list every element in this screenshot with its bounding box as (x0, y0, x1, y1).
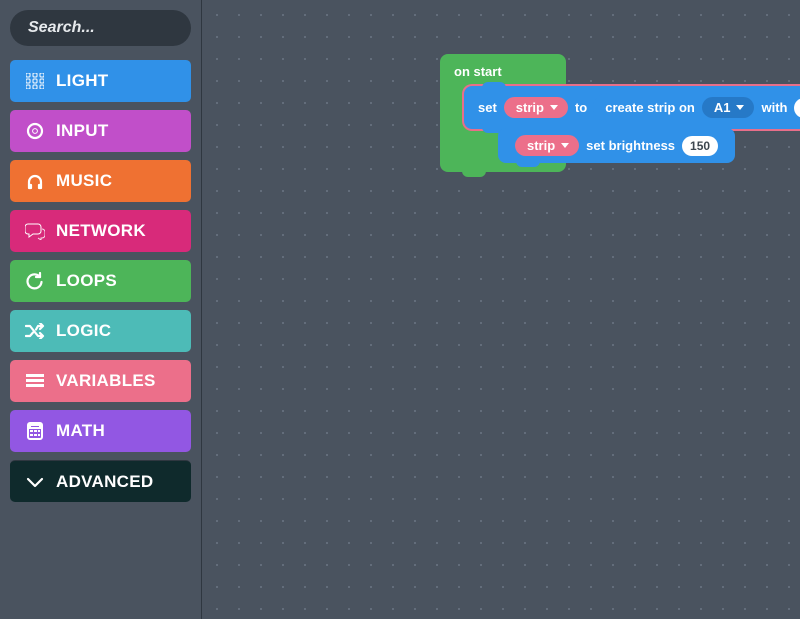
reporter-block[interactable]: create strip onA1with20pixels (593, 93, 800, 122)
stack-block-set_strip[interactable]: setstriptocreate strip onA1with20pixels (464, 86, 800, 129)
sidebar-item-input[interactable]: INPUT (10, 110, 191, 152)
sidebar-item-logic[interactable]: LOGIC (10, 310, 191, 352)
sidebar-item-advanced[interactable]: ADVANCED (10, 460, 191, 502)
search-box[interactable] (10, 10, 191, 46)
grid-icon (24, 71, 46, 91)
list-icon (24, 371, 46, 391)
hat-label: on start (454, 64, 552, 79)
block-text: set brightness (586, 138, 675, 153)
sidebar-item-label: INPUT (56, 121, 109, 141)
sidebar-item-label: NETWORK (56, 221, 146, 241)
caret-down-icon (736, 105, 744, 110)
calculator-icon (24, 421, 46, 441)
number-input[interactable]: 20 (794, 98, 800, 118)
block-text: to (575, 100, 587, 115)
sidebar-item-label: VARIABLES (56, 371, 156, 391)
sidebar-item-label: LOOPS (56, 271, 117, 291)
target-icon (24, 121, 46, 141)
stack-block-set_brightness[interactable]: strip set brightness 150 (498, 128, 735, 163)
shuffle-icon (24, 321, 46, 341)
blocks-workspace[interactable]: on start setstriptocreate strip onA1with… (202, 0, 800, 619)
sidebar-item-label: ADVANCED (56, 472, 153, 492)
sidebar-item-variables[interactable]: VARIABLES (10, 360, 191, 402)
pin-dropdown[interactable]: A1 (702, 97, 755, 118)
number-input[interactable]: 150 (682, 136, 718, 156)
sidebar-item-music[interactable]: MUSIC (10, 160, 191, 202)
refresh-icon (24, 271, 46, 291)
sidebar-item-label: LOGIC (56, 321, 111, 341)
sidebar-item-loops[interactable]: LOOPS (10, 260, 191, 302)
variable-dropdown[interactable]: strip (504, 97, 568, 118)
sidebar-item-math[interactable]: MATH (10, 410, 191, 452)
chevron-down-icon (24, 472, 46, 492)
block-text: set (478, 100, 497, 115)
category-sidebar: LIGHT INPUT MUSIC NETWORK LOOPS LOGIC VARIABLE… (0, 0, 202, 619)
block-text: create strip on (605, 100, 695, 115)
caret-down-icon (550, 105, 558, 110)
caret-down-icon (561, 143, 569, 148)
sidebar-item-label: MATH (56, 421, 105, 441)
sidebar-item-network[interactable]: NETWORK (10, 210, 191, 252)
sidebar-item-light[interactable]: LIGHT (10, 60, 191, 102)
sidebar-item-label: MUSIC (56, 171, 112, 191)
block-text: with (761, 100, 787, 115)
sidebar-item-label: LIGHT (56, 71, 109, 91)
headphones-icon (24, 171, 46, 191)
variable-dropdown[interactable]: strip (515, 135, 579, 156)
chat-icon (24, 221, 46, 241)
